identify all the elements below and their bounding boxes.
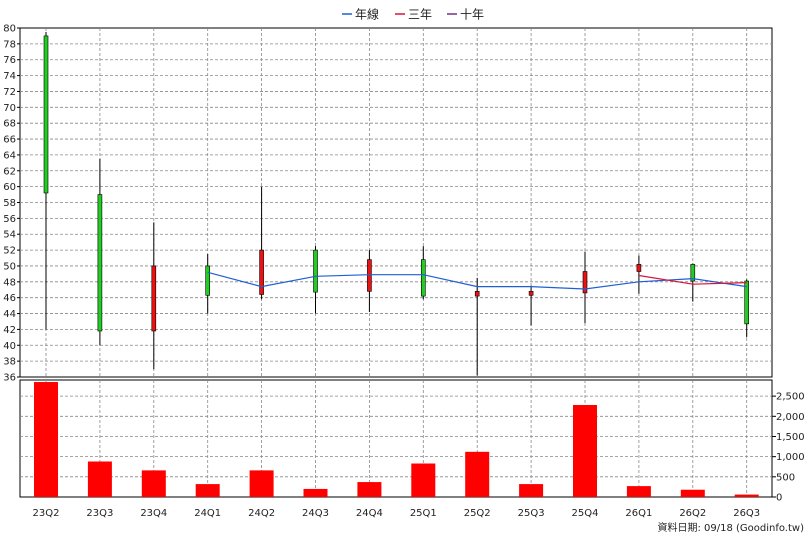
volume-tick-label: 2,000 [776,412,805,423]
candle-body [151,265,157,332]
volume-axis: 0 500 1,000 1,500 2,000 2,500 [772,392,805,504]
volume-bar [680,489,705,497]
price-tick-label: 40 [3,341,16,352]
price-tick-label: 64 [3,150,16,161]
volume-bar [573,405,597,497]
candle-body [97,194,103,332]
x-tick-label: 26Q2 [679,508,706,519]
legend-label: 年線 [355,7,379,22]
volume-bar [465,451,490,497]
volume-bar [626,486,651,497]
ma-line-三年 [638,274,747,285]
volume-bar [734,494,759,497]
volume-bar [357,482,382,497]
volume-tick-label: 0 [776,493,782,504]
candle-body [259,249,264,295]
moving-average-lines [207,271,747,290]
price-tick-label: 72 [3,87,16,98]
x-tick-label: 23Q4 [140,508,167,519]
candle-body [744,280,750,325]
price-tick-label: 46 [3,293,16,304]
x-tick-label: 25Q2 [464,508,491,519]
x-tick-label: 25Q4 [572,508,599,519]
x-axis: 23Q2 23Q3 23Q4 24Q1 24Q2 24Q3 24Q4 25Q1 25Q2 25Q3… [33,508,761,519]
candle-body [313,249,318,293]
candle-body [582,271,588,294]
x-tick-label: 26Q3 [733,508,760,519]
price-tick-label: 42 [3,325,16,336]
candle-body [420,259,426,297]
price-tick-label: 68 [3,119,16,130]
price-tick-label: 60 [3,182,16,193]
x-tick-label: 24Q4 [356,508,383,519]
price-axis: 36 38 40 42 44 46 48 50 52 54 56 58 60 62 64 66 68 70 72 74… [3,24,20,384]
price-tick-label: 44 [3,309,16,320]
price-tick-label: 80 [3,24,16,35]
volume-bar [141,470,166,497]
price-tick-label: 38 [3,357,16,368]
data-date-footer: 資料日期: 09/18 (Goodinfo.tw) [657,521,804,534]
candles [43,31,750,376]
price-tick-label: 76 [3,55,16,66]
volume-bar [87,461,112,497]
candle-body [205,265,210,296]
candle-body [528,291,534,296]
x-tick-label: 25Q1 [410,508,437,519]
candle-body [474,291,480,297]
x-tick-label: 24Q2 [248,508,275,519]
volume-bar [34,382,58,497]
x-tick-label: 26Q1 [625,508,652,519]
ma-line-年線 [207,271,747,290]
volume-bar [303,488,328,497]
volume-tick-label: 1,500 [776,432,805,443]
price-tick-label: 36 [3,373,16,384]
price-tick-label: 56 [3,214,16,225]
price-tick-label: 70 [3,103,16,114]
candle-body [367,259,372,292]
volume-bar [519,484,544,497]
legend: 年線 三年 十年 [342,7,484,22]
volume-tick-label: 500 [776,472,795,483]
volume-plot-frame [19,379,773,498]
price-tick-label: 50 [3,261,16,272]
volume-tick-label: 1,000 [776,452,805,463]
x-tick-label: 23Q3 [86,508,113,519]
x-tick-label: 23Q2 [33,508,60,519]
price-tick-label: 52 [3,246,16,257]
price-tick-label: 58 [3,198,16,209]
volume-bar [411,463,436,497]
candle-body [43,35,49,194]
volume-tick-label: 2,500 [776,392,805,403]
price-tick-label: 74 [3,71,16,82]
candle-body [636,264,642,272]
x-tick-label: 25Q3 [518,508,545,519]
price-tick-label: 54 [3,230,16,241]
candle-body [690,264,696,282]
volume-bar [249,470,274,497]
volume-bar [195,484,220,497]
legend-label: 十年 [460,8,484,22]
price-tick-label: 66 [3,135,16,146]
price-tick-label: 62 [3,166,16,177]
price-tick-label: 78 [3,39,16,50]
volume-bars [34,382,759,497]
x-tick-label: 24Q1 [194,508,221,519]
x-tick-label: 24Q3 [302,508,329,519]
price-tick-label: 48 [3,277,16,288]
legend-label: 三年 [408,8,432,22]
